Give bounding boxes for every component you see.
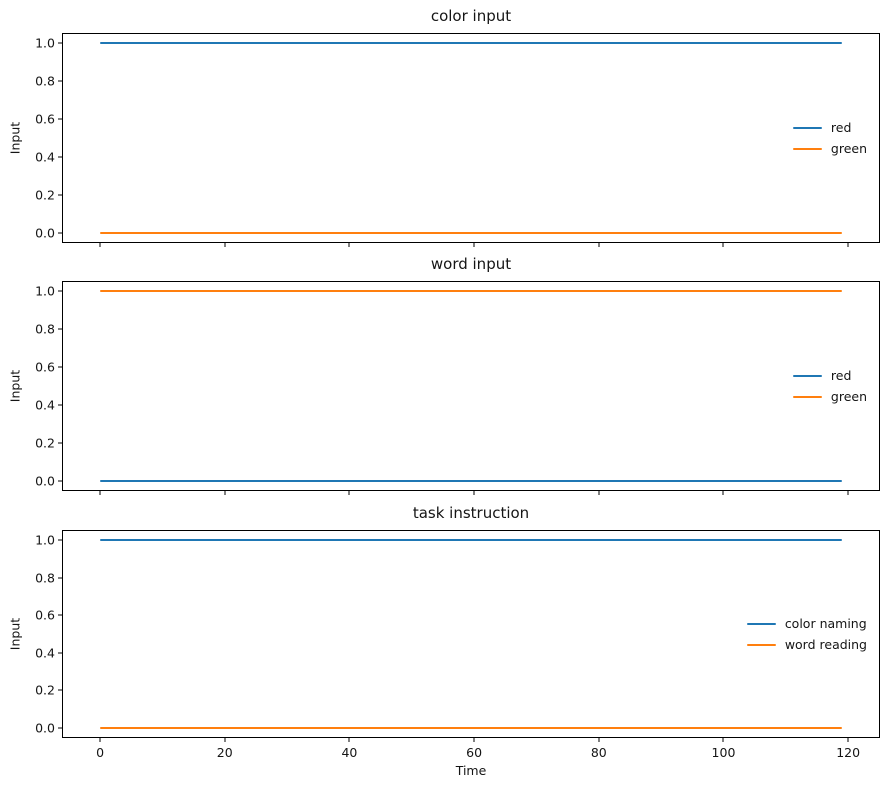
y-tick-label: 1.0 <box>35 532 55 548</box>
subplot-title-color-input: color input <box>430 7 512 25</box>
y-tick-mark <box>58 366 62 368</box>
x-tick-mark <box>598 243 600 247</box>
y-tick-mark <box>58 118 62 120</box>
legend: red green <box>792 368 867 404</box>
x-tick-mark <box>99 491 101 495</box>
x-tick-mark <box>348 491 350 495</box>
x-tick-label: 100 <box>711 745 736 760</box>
y-tick-label: 0.0 <box>35 720 55 736</box>
y-tick-mark <box>58 480 62 482</box>
y-tick-mark <box>58 232 62 234</box>
x-tick-mark <box>224 738 226 742</box>
y-tick-label: 1.0 <box>35 283 55 299</box>
x-tick-mark <box>847 738 849 742</box>
x-tick-mark <box>348 738 350 742</box>
line-color-naming <box>100 539 842 542</box>
x-tick-label: 40 <box>341 745 358 760</box>
y-tick-label: 0.0 <box>35 225 55 241</box>
legend-item-color-naming: color naming <box>746 616 867 631</box>
subplot-title-word-input: word input <box>430 255 512 273</box>
legend-label: color naming <box>784 616 867 631</box>
y-tick-mark <box>58 727 62 729</box>
legend-item-word-reading: word reading <box>746 637 867 652</box>
y-tick-label: 0.8 <box>35 570 55 586</box>
y-tick-label: 0.0 <box>35 473 55 489</box>
x-tick-mark <box>598 491 600 495</box>
legend-item-green: green <box>792 389 867 404</box>
y-tick-label: 0.6 <box>35 111 55 127</box>
legend-item-green: green <box>792 141 867 156</box>
y-tick-mark <box>58 442 62 444</box>
legend-line-sample <box>792 126 822 129</box>
x-tick-label: 20 <box>216 745 233 760</box>
x-tick-mark <box>473 491 475 495</box>
plot-area-color-input: 1.0 0.8 0.6 0.4 0.2 0.0 red green <box>35 33 880 247</box>
legend-item-red: red <box>792 368 867 383</box>
line-green <box>100 290 842 293</box>
x-axis-label: Time <box>455 763 487 778</box>
x-tick-mark <box>224 243 226 247</box>
legend-line-sample <box>792 147 822 150</box>
legend-label: green <box>830 389 867 404</box>
line-red <box>100 479 842 482</box>
y-tick-mark <box>58 42 62 44</box>
x-tick-label: 0 <box>96 745 105 760</box>
plot-area-word-input: 1.0 0.8 0.6 0.4 0.2 0.0 red green <box>35 281 880 495</box>
x-tick-mark <box>722 738 724 742</box>
x-tick-mark <box>847 491 849 495</box>
y-tick-mark <box>58 404 62 406</box>
line-word-reading <box>100 726 842 729</box>
x-tick-mark <box>473 738 475 742</box>
legend-label: word reading <box>784 637 867 652</box>
subplot-title-task-instruction: task instruction <box>412 504 530 522</box>
legend: color naming word reading <box>746 616 867 652</box>
y-tick-mark <box>58 80 62 82</box>
y-tick-label: 0.2 <box>35 682 55 698</box>
x-tick-mark <box>722 243 724 247</box>
y-tick-label: 1.0 <box>35 35 55 51</box>
y-tick-mark <box>58 689 62 691</box>
legend-line-sample <box>746 643 776 646</box>
y-tick-label: 0.8 <box>35 73 55 89</box>
y-tick-label: 0.2 <box>35 187 55 203</box>
y-tick-label: 0.6 <box>35 359 55 375</box>
legend-label: green <box>830 141 867 156</box>
x-tick-mark <box>99 738 101 742</box>
x-tick-label: 120 <box>836 745 861 760</box>
legend-line-sample <box>792 374 822 377</box>
y-tick-mark <box>58 652 62 654</box>
plot-area-task-instruction: 1.0 0.8 0.6 0.4 0.2 0.0 0 20 40 60 80 10… <box>35 530 880 760</box>
y-tick-label: 0.4 <box>35 149 55 165</box>
x-tick-mark <box>598 738 600 742</box>
y-tick-label: 0.8 <box>35 321 55 337</box>
y-tick-mark <box>58 290 62 292</box>
y-tick-label: 0.4 <box>35 645 55 661</box>
x-tick-label: 60 <box>466 745 483 760</box>
y-tick-mark <box>58 194 62 196</box>
y-tick-mark <box>58 577 62 579</box>
x-tick-mark <box>224 491 226 495</box>
x-tick-mark <box>473 243 475 247</box>
y-tick-mark <box>58 539 62 541</box>
legend-line-sample <box>792 395 822 398</box>
y-tick-mark <box>58 328 62 330</box>
legend-line-sample <box>746 622 776 625</box>
line-green <box>100 231 842 234</box>
y-tick-label: 0.4 <box>35 397 55 413</box>
line-red <box>100 42 842 45</box>
y-tick-mark <box>58 156 62 158</box>
y-tick-label: 0.6 <box>35 607 55 623</box>
x-tick-mark <box>847 243 849 247</box>
x-tick-label: 80 <box>590 745 607 760</box>
legend-item-red: red <box>792 120 867 135</box>
y-tick-label: 0.2 <box>35 435 55 451</box>
x-tick-mark <box>99 243 101 247</box>
y-tick-mark <box>58 614 62 616</box>
x-tick-mark <box>722 491 724 495</box>
legend-label: red <box>830 368 852 383</box>
legend: red green <box>792 120 867 156</box>
x-tick-mark <box>348 243 350 247</box>
legend-label: red <box>830 120 852 135</box>
